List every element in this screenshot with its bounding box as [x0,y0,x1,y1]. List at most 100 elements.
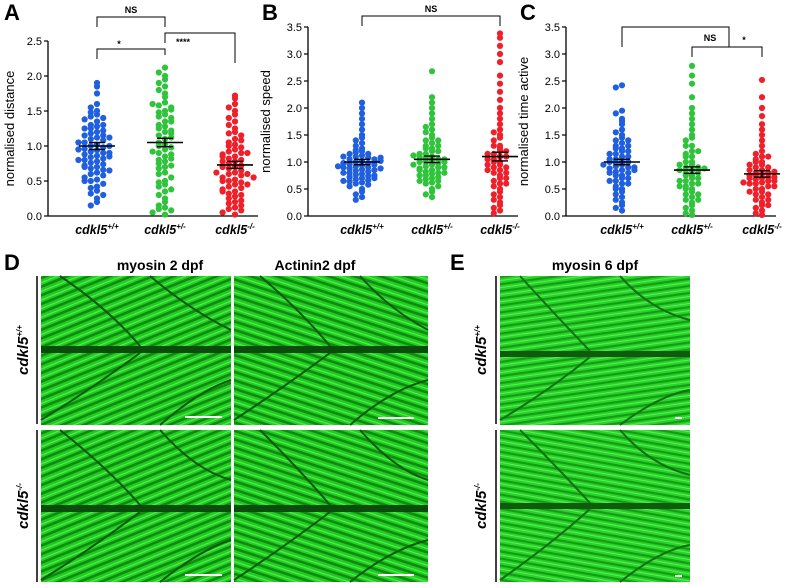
data-point-wt [625,148,632,155]
data-point-het [155,205,162,213]
data-point-het [688,207,696,214]
data-point-hom [225,114,232,122]
data-point-hom [496,202,504,209]
data-point-wt [612,191,619,198]
data-point-hom [758,121,766,128]
data-point-hom [225,121,232,129]
data-point-wt [100,166,107,173]
significance-label: NS [704,33,717,43]
data-point-hom [219,177,226,185]
data-point-wt [81,116,88,123]
data-point-wt [371,175,378,182]
significance-label: NS [125,5,138,15]
data-point-hom [490,183,497,190]
data-point-hom [219,188,226,195]
y-tick-label: 2.0 [27,71,42,83]
data-point-wt [365,181,372,188]
data-point-het [435,148,442,155]
data-point-het [435,177,442,184]
data-point-het [422,176,429,183]
data-point-het [441,158,448,166]
y-tick-label: 1.5 [27,106,42,118]
data-point-hom [758,211,766,219]
data-point-hom [238,137,245,144]
data-point-wt [93,187,101,194]
row-label-e-hom: cdkl5-/- [473,483,490,529]
data-point-hom [758,94,766,101]
data-point-hom [231,169,239,176]
data-point-wt [81,163,88,171]
data-point-wt [358,188,366,195]
data-point-het [428,94,436,101]
data-point-hom [752,164,759,171]
data-point-hom [490,191,497,198]
data-point-het [428,99,436,106]
data-point-hom [231,204,239,211]
data-point-hom [238,184,245,192]
data-point-het [155,149,162,157]
micro-title-myosin-2dpf: myosin 2 dpf [117,257,204,273]
data-point-het [422,129,429,136]
data-point-wt [87,177,94,185]
data-point-het [428,170,436,177]
chart-normalised-distance: 0.0 0.5 1.0 1.5 2.0 2.5 normalised distance cdk… [2,5,258,237]
data-point-het [161,99,169,106]
data-point-hom [758,131,766,139]
data-point-hom [503,169,510,176]
data-point-hom [225,130,232,137]
y-tick-label: 1.0 [287,157,302,169]
data-point-wt [618,194,626,201]
panel-letter-e: E [450,250,465,275]
data-point-het [688,134,696,141]
data-point-hom [231,128,239,136]
data-point-hom [490,204,497,211]
data-point-wt [618,148,626,155]
data-point-hom [758,188,766,195]
y-tick-label: 3.5 [545,22,560,34]
data-point-wt [358,148,366,155]
data-point-het [161,158,169,165]
data-point-hom [765,202,772,209]
data-point-wt [358,110,366,117]
data-point-wt [618,188,626,195]
data-point-wt [352,180,359,187]
data-point-hom [746,161,753,168]
data-point-wt [625,169,632,176]
data-point-hom [244,170,251,178]
data-point-hom [231,135,239,143]
data-point-hom [771,183,778,190]
data-point-wt [81,156,88,164]
data-point-wt [346,169,353,176]
data-point-hom [771,174,778,181]
data-point-wt [87,104,94,111]
data-point-wt [618,126,626,133]
data-point-hom [765,177,772,184]
data-point-wt [612,177,619,184]
data-point-hom [496,80,504,87]
data-point-het [161,211,169,218]
y-tick-label: 1.0 [545,157,560,169]
data-point-hom [496,42,504,50]
data-point-wt [87,125,94,132]
significance-label: **** [176,37,191,47]
data-point-het [168,155,175,162]
data-point-hom [490,210,497,217]
data-point-hom [752,150,759,157]
y-tick-label: 2.5 [287,76,302,88]
data-point-wt [358,134,366,141]
y-tick-label: 1.5 [287,130,302,142]
data-point-hom [231,176,239,183]
data-point-wt [625,142,632,149]
y-tick-label: 3.0 [545,49,560,61]
data-point-het [695,196,702,203]
data-point-hom [231,153,239,160]
significance-bracket [96,16,166,27]
data-point-het [161,198,169,206]
data-point-het [428,115,436,122]
data-point-hom [238,144,245,151]
data-point-wt [346,174,353,181]
micrograph-myosin-wt [40,275,232,426]
data-point-hom [225,200,232,207]
data-point-wt [93,90,101,97]
data-point-hom [244,181,251,188]
